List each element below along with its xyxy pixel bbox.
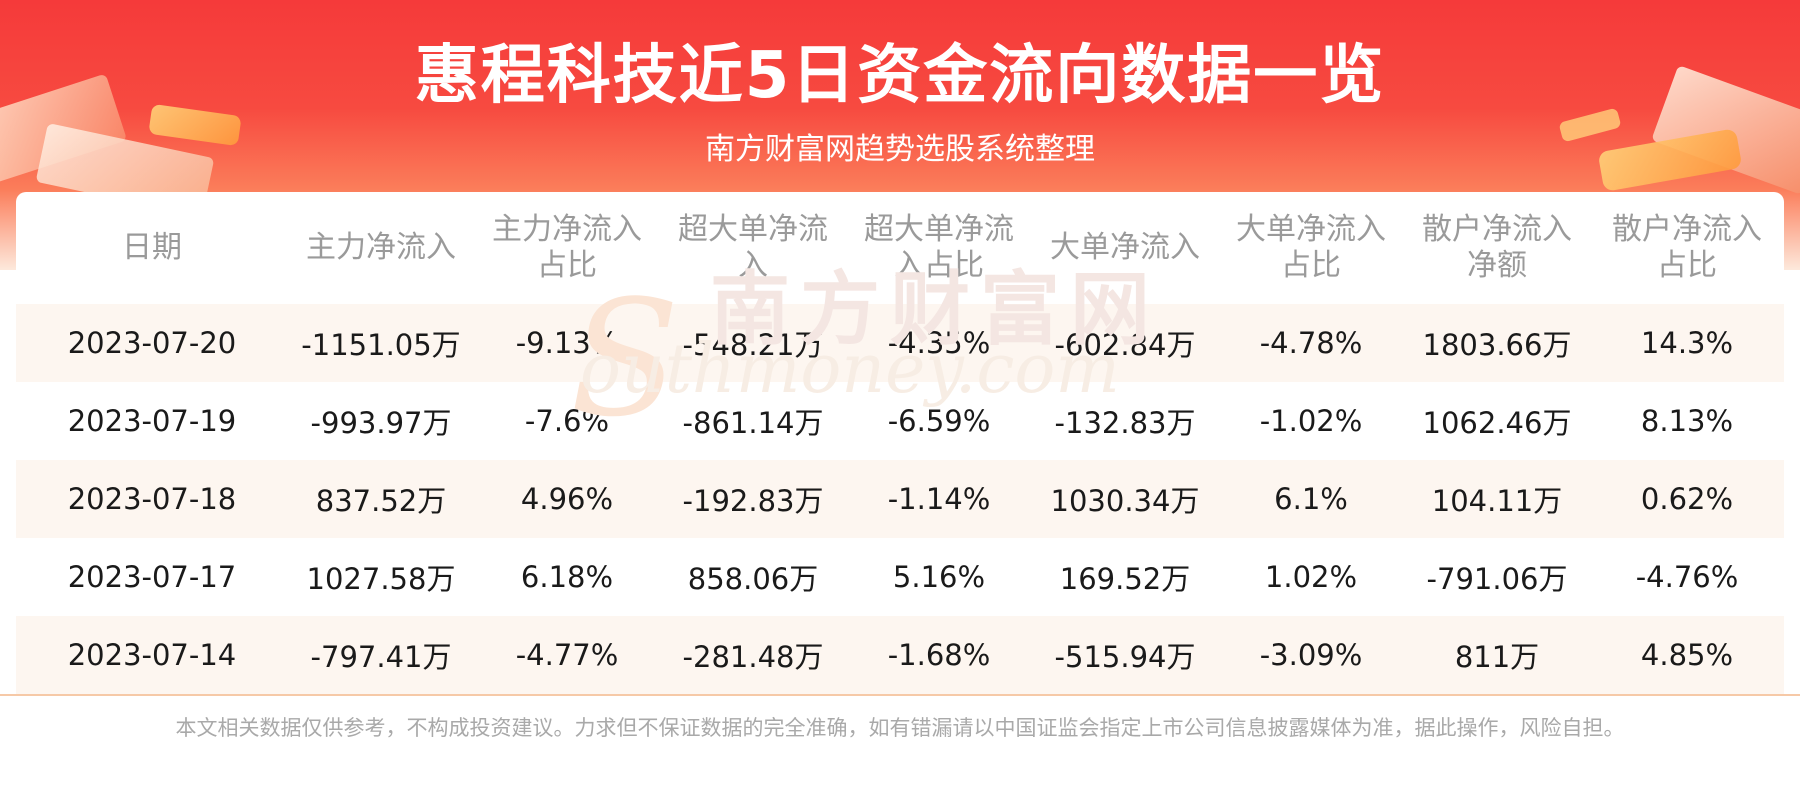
value-cell: 4.85%: [1640, 638, 1734, 672]
page-title: 惠程科技近5日资金流向数据一览: [414, 39, 1386, 113]
value-cell: 4.96%: [520, 482, 614, 516]
value-cell: 1027.58万: [306, 562, 456, 596]
value-cell: 858.06万: [687, 562, 819, 596]
value-cell: -4.35%: [887, 326, 991, 360]
value-cell: -861.14万: [682, 406, 824, 440]
column-header: 日期: [16, 192, 288, 304]
value-cell: -6.59%: [887, 404, 991, 438]
table-row: 2023-07-20 -1151.05万 -9.13% -548.21万 -4.35% -…: [16, 304, 1784, 382]
table-row: 2023-07-17 1027.58万 6.18% 858.06万 5.16% 169.5…: [16, 538, 1784, 616]
value-cell: -4.76%: [1635, 560, 1739, 594]
column-header-label: 主力净流入: [306, 230, 456, 265]
date-cell: 2023-07-19: [67, 404, 237, 438]
column-header-label: 超大单净流入: [678, 212, 828, 283]
value-cell: 811万: [1454, 640, 1540, 674]
value-cell: -602.84万: [1054, 328, 1196, 362]
column-header: 主力净流入占比: [474, 192, 660, 304]
date-cell: 2023-07-17: [67, 560, 237, 594]
date-cell: 2023-07-18: [67, 482, 237, 516]
date-cell: 2023-07-20: [67, 326, 237, 360]
value-cell: -1151.05万: [301, 328, 461, 362]
column-header: 超大单净流入: [660, 192, 846, 304]
column-header: 超大单净流入占比: [846, 192, 1032, 304]
value-cell: -192.83万: [682, 484, 824, 518]
value-cell: 1030.34万: [1050, 484, 1200, 518]
value-cell: -797.41万: [310, 640, 452, 674]
value-cell: 8.13%: [1640, 404, 1734, 438]
column-header-label: 散户净流入净额: [1422, 212, 1572, 283]
column-header-label: 主力净流入占比: [492, 212, 642, 283]
value-cell: -132.83万: [1054, 406, 1196, 440]
table-row: 2023-07-14 -797.41万 -4.77% -281.48万 -1.68% -5…: [16, 616, 1784, 694]
value-cell: -993.97万: [310, 406, 452, 440]
value-cell: -1.02%: [1259, 404, 1363, 438]
table-row: 2023-07-18 837.52万 4.96% -192.83万 -1.14% 1030…: [16, 460, 1784, 538]
value-cell: 169.52万: [1059, 562, 1191, 596]
value-cell: 1062.46万: [1422, 406, 1572, 440]
value-cell: -3.09%: [1259, 638, 1363, 672]
page-subtitle: 南方财富网趋势选股系统整理: [705, 132, 1095, 167]
value-cell: 837.52万: [315, 484, 447, 518]
value-cell: -9.13%: [515, 326, 619, 360]
value-cell: 6.1%: [1274, 482, 1348, 516]
value-cell: 5.16%: [892, 560, 986, 594]
date-cell: 2023-07-14: [67, 638, 237, 672]
value-cell: 14.3%: [1640, 326, 1734, 360]
value-cell: -1.68%: [887, 638, 991, 672]
column-header-label: 大单净流入: [1050, 230, 1200, 265]
column-header: 散户净流入占比: [1590, 192, 1784, 304]
value-cell: 104.11万: [1431, 484, 1563, 518]
table-header: 日期 主力净流入 主力净流入占比 超大单净流入 超大单净流入占比 大单净流入 大单净流入占比…: [16, 192, 1784, 304]
column-header-label: 散户净流入占比: [1612, 212, 1762, 283]
value-cell: 6.18%: [520, 560, 614, 594]
value-cell: -548.21万: [682, 328, 824, 362]
footer-divider: [0, 694, 1800, 696]
value-cell: 0.62%: [1640, 482, 1734, 516]
column-header: 散户净流入净额: [1404, 192, 1590, 304]
column-header: 大单净流入占比: [1218, 192, 1404, 304]
value-cell: -281.48万: [682, 640, 824, 674]
value-cell: -4.77%: [515, 638, 619, 672]
value-cell: -4.78%: [1259, 326, 1363, 360]
disclaimer-text: 本文相关数据仅供参考，不构成投资建议。力求但不保证数据的完全准确，如有错漏请以中…: [175, 716, 1625, 740]
value-cell: -1.14%: [887, 482, 991, 516]
value-cell: -7.6%: [524, 404, 610, 438]
column-header: 主力净流入: [288, 192, 474, 304]
data-table-card: 日期 主力净流入 主力净流入占比 超大单净流入 超大单净流入占比 大单净流入 大单净流入占比…: [16, 192, 1784, 694]
column-header-label: 超大单净流入占比: [864, 212, 1014, 283]
column-header-label: 日期: [122, 230, 182, 265]
table-row: 2023-07-19 -993.97万 -7.6% -861.14万 -6.59% -13…: [16, 382, 1784, 460]
column-header-label: 大单净流入占比: [1236, 212, 1386, 283]
value-cell: -515.94万: [1054, 640, 1196, 674]
value-cell: 1803.66万: [1422, 328, 1572, 362]
column-header: 大单净流入: [1032, 192, 1218, 304]
value-cell: -791.06万: [1426, 562, 1568, 596]
value-cell: 1.02%: [1264, 560, 1358, 594]
